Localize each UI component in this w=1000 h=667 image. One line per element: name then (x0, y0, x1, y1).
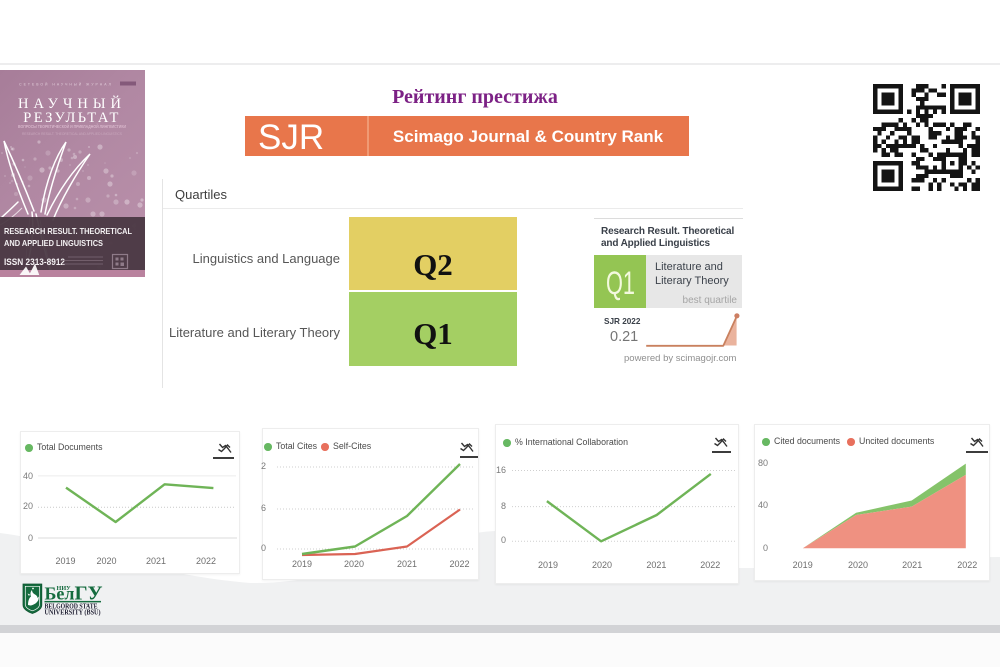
svg-text:RESEARCH RESULT. THEORETICAL A: RESEARCH RESULT. THEORETICAL AND APPLIED… (22, 131, 122, 136)
svg-text:СЕТЕВОЙ НАУЧНЫЙ ЖУРНАЛ: СЕТЕВОЙ НАУЧНЫЙ ЖУРНАЛ (19, 83, 113, 87)
svg-text:ВОПРОСЫ ТЕОРЕТИЧЕСКОЙ И ПРИКЛА: ВОПРОСЫ ТЕОРЕТИЧЕСКОЙ И ПРИКЛАДНОЙ ЛИНГВ… (18, 124, 126, 129)
svg-text:BELGOROD STATE: BELGOROD STATE (45, 601, 98, 610)
svg-text:НИУ: НИУ (57, 585, 72, 592)
svg-text:РЕЗУЛЬТАТ: РЕЗУЛЬТАТ (23, 110, 121, 126)
svg-text:AND APPLIED LINGUISTICS: AND APPLIED LINGUISTICS (4, 238, 103, 248)
svg-text:БелГУ: БелГУ (45, 583, 103, 605)
svg-text:НАУЧНЫЙ: НАУЧНЫЙ (18, 95, 126, 112)
svg-text:UNIVERSITY (BSU): UNIVERSITY (BSU) (45, 607, 101, 616)
svg-text:ISSN 2313-8912: ISSN 2313-8912 (4, 256, 65, 267)
svg-text:RESEARCH RESULT. THEORETICAL: RESEARCH RESULT. THEORETICAL (4, 226, 132, 236)
svg-text:Q1: Q1 (606, 265, 635, 301)
